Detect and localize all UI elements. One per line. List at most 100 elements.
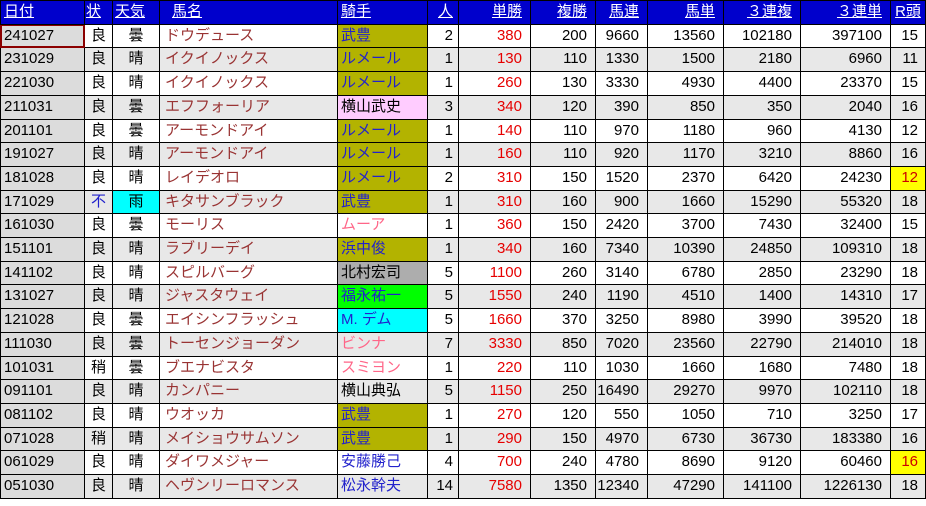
cell-heads[interactable]: 18 (890, 474, 926, 499)
cell-pop[interactable]: 7 (427, 331, 459, 357)
column-header-jockey[interactable]: 騎手 (337, 0, 428, 25)
cell-trifecta[interactable]: 183380 (800, 426, 891, 452)
cell-heads[interactable]: 17 (890, 284, 926, 310)
column-header-exacta[interactable]: 馬単 (647, 0, 724, 25)
cell-quinella[interactable]: 1030 (595, 355, 648, 381)
cell-jockey[interactable]: ルメール (337, 71, 428, 96)
cell-trifecta[interactable]: 102110 (800, 379, 891, 404)
column-header-trifecta[interactable]: ３連単 (800, 0, 891, 25)
cell-date[interactable]: 161030 (0, 213, 85, 239)
cell-jockey[interactable]: ムーア (337, 213, 428, 239)
cell-horse[interactable]: トーセンジョーダン (159, 331, 338, 357)
cell-place[interactable]: 250 (530, 379, 596, 404)
cell-cond[interactable]: 良 (84, 308, 113, 333)
cell-quinella[interactable]: 920 (595, 142, 648, 167)
cell-trifecta[interactable]: 60460 (800, 450, 891, 476)
cell-horse[interactable]: レイデオロ (159, 165, 338, 191)
cell-pop[interactable]: 1 (427, 71, 459, 96)
cell-place[interactable]: 120 (530, 402, 596, 428)
cell-weather[interactable]: 晴 (112, 426, 160, 452)
cell-quinella[interactable]: 3140 (595, 260, 648, 286)
cell-place[interactable]: 110 (530, 142, 596, 167)
cell-horse[interactable]: ダイワメジャー (159, 450, 338, 476)
cell-cond[interactable]: 良 (84, 47, 113, 73)
cell-exacta[interactable]: 3700 (647, 213, 724, 239)
cell-win[interactable]: 7580 (458, 474, 531, 499)
cell-win[interactable]: 1550 (458, 284, 531, 310)
cell-trifecta[interactable]: 23370 (800, 71, 891, 96)
cell-pop[interactable]: 1 (427, 355, 459, 381)
cell-horse[interactable]: イクイノックス (159, 47, 338, 73)
cell-win[interactable]: 290 (458, 426, 531, 452)
cell-quinella[interactable]: 1520 (595, 165, 648, 191)
cell-quinella[interactable]: 1330 (595, 47, 648, 73)
cell-exacta[interactable]: 2370 (647, 165, 724, 191)
cell-trio[interactable]: 7430 (723, 213, 801, 239)
cell-cond[interactable]: 良 (84, 402, 113, 428)
cell-date[interactable]: 141102 (0, 260, 85, 286)
cell-jockey[interactable]: スミヨン (337, 355, 428, 381)
cell-horse[interactable]: ウオッカ (159, 402, 338, 428)
cell-date[interactable]: 061029 (0, 450, 85, 476)
cell-exacta[interactable]: 6730 (647, 426, 724, 452)
cell-pop[interactable]: 4 (427, 450, 459, 476)
cell-trifecta[interactable]: 24230 (800, 165, 891, 191)
cell-date[interactable]: 131027 (0, 284, 85, 310)
cell-exacta[interactable]: 29270 (647, 379, 724, 404)
cell-trio[interactable]: 102180 (723, 23, 801, 49)
cell-cond[interactable]: 不 (84, 189, 113, 215)
cell-win[interactable]: 360 (458, 213, 531, 239)
cell-quinella[interactable]: 550 (595, 402, 648, 428)
cell-pop[interactable]: 1 (427, 47, 459, 73)
cell-cond[interactable]: 良 (84, 260, 113, 286)
cell-exacta[interactable]: 47290 (647, 474, 724, 499)
cell-cond[interactable]: 良 (84, 165, 113, 191)
cell-exacta[interactable]: 1180 (647, 118, 724, 144)
selected-cell-date[interactable]: 241027 (0, 23, 85, 49)
cell-cond[interactable]: 稍 (84, 426, 113, 452)
cell-jockey[interactable]: 横山武史 (337, 94, 428, 120)
cell-weather[interactable]: 曇 (112, 118, 160, 144)
cell-weather[interactable]: 曇 (112, 331, 160, 357)
cell-quinella[interactable]: 3330 (595, 71, 648, 96)
cell-quinella[interactable]: 3250 (595, 308, 648, 333)
cell-place[interactable]: 240 (530, 450, 596, 476)
cell-trifecta[interactable]: 32400 (800, 213, 891, 239)
cell-date[interactable]: 121028 (0, 308, 85, 333)
cell-weather[interactable]: 晴 (112, 237, 160, 262)
cell-jockey[interactable]: 松永幹夫 (337, 474, 428, 499)
cell-exacta[interactable]: 1500 (647, 47, 724, 73)
cell-trifecta[interactable]: 3250 (800, 402, 891, 428)
cell-place[interactable]: 160 (530, 189, 596, 215)
cell-win[interactable]: 1100 (458, 260, 531, 286)
cell-date[interactable]: 191027 (0, 142, 85, 167)
cell-heads[interactable]: 16 (890, 450, 926, 476)
cell-jockey[interactable]: ビンナ (337, 331, 428, 357)
cell-exacta[interactable]: 23560 (647, 331, 724, 357)
cell-quinella[interactable]: 900 (595, 189, 648, 215)
cell-horse[interactable]: アーモンドアイ (159, 142, 338, 167)
cell-trio[interactable]: 350 (723, 94, 801, 120)
cell-place[interactable]: 160 (530, 237, 596, 262)
cell-win[interactable]: 310 (458, 165, 531, 191)
cell-cond[interactable]: 良 (84, 213, 113, 239)
cell-trifecta[interactable]: 14310 (800, 284, 891, 310)
cell-heads[interactable]: 18 (890, 260, 926, 286)
cell-trio[interactable]: 6420 (723, 165, 801, 191)
cell-pop[interactable]: 1 (427, 213, 459, 239)
cell-date[interactable]: 151101 (0, 237, 85, 262)
cell-exacta[interactable]: 8980 (647, 308, 724, 333)
cell-jockey[interactable]: ルメール (337, 142, 428, 167)
cell-pop[interactable]: 14 (427, 474, 459, 499)
cell-win[interactable]: 380 (458, 23, 531, 49)
cell-win[interactable]: 700 (458, 450, 531, 476)
cell-date[interactable]: 101031 (0, 355, 85, 381)
cell-exacta[interactable]: 4930 (647, 71, 724, 96)
cell-trifecta[interactable]: 8860 (800, 142, 891, 167)
cell-pop[interactable]: 2 (427, 165, 459, 191)
cell-win[interactable]: 270 (458, 402, 531, 428)
cell-quinella[interactable]: 4970 (595, 426, 648, 452)
cell-horse[interactable]: ドウデュース (159, 23, 338, 49)
cell-heads[interactable]: 18 (890, 308, 926, 333)
cell-heads[interactable]: 16 (890, 142, 926, 167)
